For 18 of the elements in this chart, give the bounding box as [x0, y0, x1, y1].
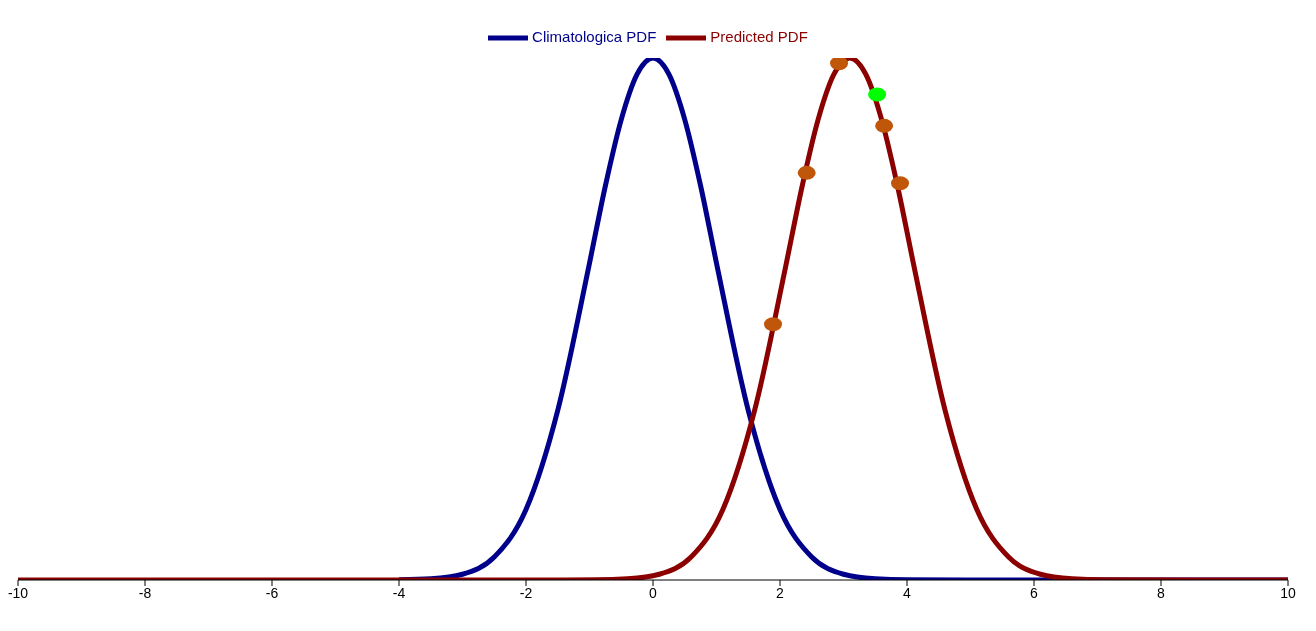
- point: [797, 165, 816, 180]
- point: [868, 87, 887, 102]
- legend-label: Climatologica PDF: [532, 27, 657, 45]
- x-tick-label: 2: [776, 584, 785, 601]
- x-tick-label: -8: [138, 584, 152, 601]
- legend-label: Predicted PDF: [710, 27, 808, 45]
- point: [891, 176, 910, 191]
- x-tick-label: -4: [392, 584, 406, 601]
- x-tick-label: 4: [903, 584, 912, 601]
- x-tick-label: 6: [1030, 584, 1039, 601]
- x-tick-label: -10: [7, 584, 29, 601]
- x-tick-label: 8: [1157, 584, 1166, 601]
- point: [875, 118, 894, 133]
- x-tick-label: 0: [649, 584, 658, 601]
- x-tick-label: -6: [265, 584, 279, 601]
- x-tick-label: -2: [519, 584, 533, 601]
- x-tick-label: 10: [1280, 584, 1296, 601]
- point: [764, 317, 783, 332]
